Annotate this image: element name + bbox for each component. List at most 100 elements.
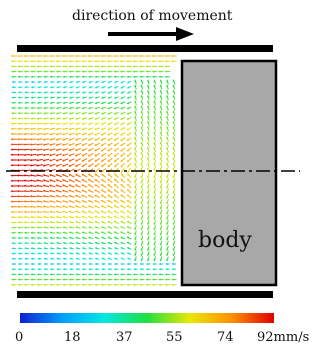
velocity-arrowhead	[140, 100, 143, 103]
velocity-arrowhead	[146, 75, 148, 78]
velocity-arrowhead	[11, 91, 14, 94]
velocity-arrowhead	[69, 65, 71, 68]
velocity-arrowhead	[17, 138, 20, 141]
velocity-arrowhead	[63, 96, 65, 99]
velocity-arrowhead	[69, 231, 72, 234]
velocity-arrowhead	[69, 221, 72, 224]
velocity-arrowhead	[17, 200, 20, 203]
velocity-arrowhead	[140, 181, 143, 184]
velocity-arrowhead	[88, 60, 90, 63]
velocity-arrowhead	[88, 127, 91, 131]
velocity-arrowhead	[166, 131, 169, 134]
velocity-arrowhead	[134, 116, 137, 119]
velocity-arrowhead	[140, 147, 143, 150]
velocity-arrowhead	[127, 144, 130, 147]
velocity-arrowhead	[75, 247, 78, 250]
velocity-arrowhead	[81, 70, 84, 73]
velocity-arrowhead	[68, 54, 71, 58]
velocity-arrowhead	[101, 65, 103, 68]
velocity-arrowhead	[166, 79, 169, 82]
velocity-arrowhead	[18, 231, 20, 234]
velocity-arrowhead	[81, 60, 84, 63]
velocity-arrowhead	[126, 226, 130, 229]
velocity-arrowhead	[147, 147, 150, 150]
velocity-arrowhead	[17, 70, 20, 73]
velocity-arrowhead	[63, 262, 65, 266]
velocity-arrowhead	[158, 54, 161, 58]
velocity-arrowhead	[134, 196, 137, 199]
velocity-arrowhead	[159, 207, 163, 210]
velocity-arrowhead	[75, 70, 78, 73]
velocity-arrowhead	[114, 189, 117, 192]
velocity-arrowhead	[159, 110, 163, 113]
velocity-arrowhead	[88, 283, 90, 286]
velocity-arrowhead	[56, 252, 59, 255]
velocity-arrowhead	[147, 131, 150, 134]
velocity-arrowhead	[120, 200, 123, 203]
velocity-arrowhead	[75, 96, 78, 99]
velocity-arrowhead	[43, 268, 46, 271]
velocity-arrowhead	[75, 241, 78, 245]
velocity-arrowhead	[50, 75, 52, 78]
velocity-arrowhead	[62, 205, 65, 208]
scale-tick-3: 55	[166, 330, 183, 345]
velocity-arrowhead	[36, 153, 39, 157]
velocity-arrowhead	[120, 117, 123, 120]
velocity-arrowhead	[159, 212, 163, 215]
scale-tick-4: 74	[217, 330, 234, 345]
velocity-arrowhead	[30, 221, 33, 224]
velocity-arrowhead	[120, 133, 123, 136]
velocity-arrowhead	[43, 205, 46, 208]
velocity-arrowhead	[114, 96, 117, 99]
velocity-arrowhead	[62, 54, 65, 58]
velocity-arrowhead	[10, 143, 13, 146]
velocity-arrowhead	[120, 70, 123, 73]
velocity-arrowhead	[165, 65, 167, 68]
velocity-arrowhead	[50, 106, 52, 110]
velocity-arrowhead	[134, 110, 137, 113]
velocity-arrowhead	[56, 257, 59, 260]
velocity-arrowhead	[127, 149, 130, 152]
velocity-arrowhead	[10, 190, 13, 193]
velocity-arrowhead	[56, 101, 59, 105]
velocity-arrowhead	[94, 205, 97, 208]
velocity-arrowhead	[95, 268, 97, 271]
velocity-arrowhead	[114, 128, 117, 131]
velocity-arrowhead	[62, 221, 65, 224]
velocity-arrowhead	[107, 154, 110, 157]
velocity-arrowhead	[49, 153, 52, 157]
velocity-arrowhead	[133, 278, 135, 281]
velocity-arrowhead	[120, 220, 123, 224]
velocity-arrowhead	[49, 194, 52, 198]
velocity-arrowhead	[81, 194, 84, 198]
velocity-arrowhead	[101, 252, 104, 255]
velocity-arrowhead	[172, 167, 175, 170]
velocity-arrowhead	[147, 142, 150, 145]
velocity-arrowhead	[17, 60, 20, 63]
velocity-arrowhead	[140, 227, 143, 230]
velocity-arrowhead	[166, 181, 169, 184]
velocity-arrowhead	[108, 80, 111, 84]
velocity-arrowhead	[107, 122, 110, 126]
velocity-arrowhead	[56, 106, 59, 110]
velocity-arrowhead	[23, 195, 26, 198]
velocity-arrowhead	[133, 283, 135, 286]
velocity-arrowhead	[120, 173, 123, 176]
velocity-arrowhead	[159, 121, 163, 124]
velocity-arrowhead	[158, 273, 161, 276]
velocity-arrowhead	[101, 247, 104, 250]
velocity-arrowhead	[31, 247, 33, 250]
velocity-arrowhead	[140, 212, 143, 215]
velocity-arrowhead	[56, 117, 59, 120]
velocity-arrowhead	[120, 65, 122, 68]
velocity-arrowhead	[69, 278, 71, 281]
velocity-arrowhead	[56, 268, 59, 271]
velocity-arrowhead	[101, 184, 104, 187]
velocity-arrowhead	[114, 194, 117, 197]
velocity-arrowhead	[11, 70, 14, 73]
velocity-arrowhead	[10, 184, 13, 188]
velocity-arrowhead	[134, 95, 137, 98]
velocity-arrowhead	[146, 273, 148, 276]
velocity-arrowhead	[134, 259, 137, 262]
velocity-arrowhead	[10, 174, 13, 177]
